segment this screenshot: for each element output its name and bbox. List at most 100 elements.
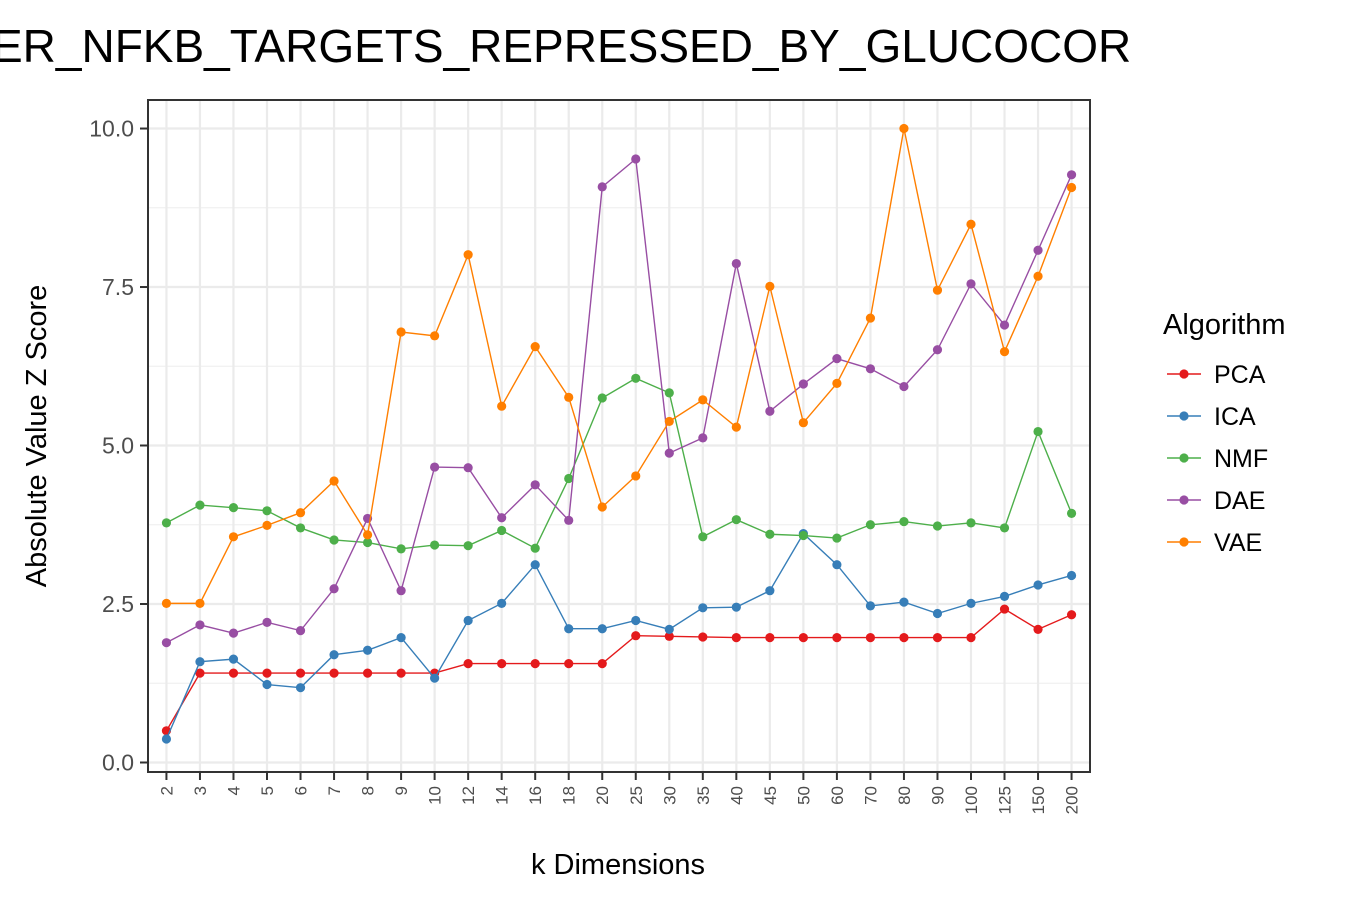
point-dae (731, 258, 741, 269)
point-pca (497, 658, 507, 669)
x-tick-label: 45 (761, 786, 780, 805)
point-vae (530, 342, 540, 352)
point-dae (228, 628, 239, 638)
x-tick-label: 70 (861, 786, 880, 805)
point-nmf (497, 525, 507, 536)
legend-item-pca: PCA (1167, 361, 1266, 389)
point-nmf (463, 541, 473, 551)
point-pca (362, 668, 373, 678)
point-dae (664, 448, 674, 458)
point-ica (698, 603, 708, 613)
point-vae (932, 285, 943, 295)
series-line-nmf (166, 377, 1073, 550)
point-dae (463, 463, 473, 473)
y-tick-label: 0.0 (102, 749, 134, 775)
point-dae (932, 345, 943, 355)
point-pca (631, 631, 641, 641)
point-dae (329, 584, 339, 594)
point-nmf (832, 533, 842, 543)
point-vae (195, 598, 205, 608)
x-tick-label: 10 (426, 786, 445, 805)
point-vae (698, 395, 708, 405)
point-pca (295, 668, 306, 678)
point-nmf (932, 521, 943, 531)
point-nmf (262, 506, 272, 516)
x-tick-label: 80 (895, 786, 914, 805)
x-tick-label: 125 (996, 786, 1015, 814)
point-nmf (899, 516, 909, 527)
point-dae (966, 279, 976, 289)
point-dae (798, 379, 808, 389)
legend-item-dae: DAE (1167, 487, 1265, 515)
x-tick-label: 30 (660, 786, 679, 805)
series-pca (161, 604, 1077, 736)
x-tick-label: 3 (191, 786, 210, 795)
point-nmf (966, 518, 976, 528)
legend-label: ICA (1214, 403, 1256, 431)
x-tick-label: 90 (928, 786, 947, 805)
point-ica (899, 597, 909, 607)
point-dae (262, 617, 272, 627)
point-vae (865, 313, 876, 323)
point-nmf (564, 473, 574, 484)
point-pca (966, 633, 976, 643)
point-dae (597, 182, 607, 192)
point-dae (396, 586, 406, 596)
series-nmf (161, 373, 1077, 554)
point-vae (295, 508, 306, 518)
series-dae (161, 154, 1077, 648)
point-ica (329, 650, 339, 660)
series-ica (161, 529, 1077, 744)
legend-label: DAE (1214, 487, 1265, 515)
x-tick-label: 16 (526, 786, 545, 805)
point-nmf (999, 523, 1010, 533)
point-ica (161, 734, 172, 744)
series-line-vae (166, 128, 1073, 605)
point-vae (798, 418, 808, 428)
x-tick-label: 18 (560, 786, 579, 805)
legend-item-nmf: NMF (1167, 445, 1268, 473)
legend-key-point (1179, 369, 1189, 379)
point-vae (329, 476, 339, 486)
point-vae (497, 401, 507, 411)
legend-key-point (1179, 453, 1189, 463)
legend-item-vae: VAE (1167, 529, 1262, 557)
point-pca (1066, 610, 1077, 620)
point-ica (765, 586, 775, 596)
point-dae (295, 626, 306, 636)
point-nmf (430, 540, 440, 550)
x-tick-label: 100 (962, 786, 981, 814)
x-tick-label: 150 (1029, 786, 1048, 814)
point-pca (798, 633, 808, 643)
point-vae (1033, 271, 1043, 281)
point-nmf (161, 518, 172, 528)
chart-title: ER_NFKB_TARGETS_REPRESSED_BY_GLUCOCOR (0, 20, 1131, 72)
point-ica (463, 615, 473, 626)
x-axis: 2 3 4 5 6 7 8 9 10 12 14 16 18 20 25 30 35 40 45 50 60 70 80 90… (157, 772, 1082, 814)
point-vae (463, 250, 473, 260)
point-dae (430, 462, 440, 472)
point-pca (262, 668, 272, 678)
point-ica (195, 657, 205, 667)
point-pca (228, 668, 239, 678)
point-nmf (295, 523, 306, 533)
point-dae (1066, 170, 1077, 180)
point-nmf (228, 503, 239, 513)
x-tick-label: 5 (258, 786, 277, 795)
legend-key-point (1179, 537, 1189, 547)
point-nmf (396, 544, 406, 554)
plot-area (148, 100, 1090, 772)
point-dae (195, 620, 205, 630)
point-ica (396, 633, 406, 643)
point-nmf (329, 535, 339, 545)
y-tick-label: 5.0 (102, 433, 134, 459)
legend-key-point (1179, 495, 1189, 505)
y-tick-label: 2.5 (102, 591, 134, 617)
point-vae (228, 532, 239, 542)
point-dae (530, 480, 540, 490)
x-tick-label: 4 (224, 786, 243, 795)
point-vae (597, 502, 607, 512)
point-nmf (530, 543, 540, 553)
point-dae (999, 320, 1010, 330)
